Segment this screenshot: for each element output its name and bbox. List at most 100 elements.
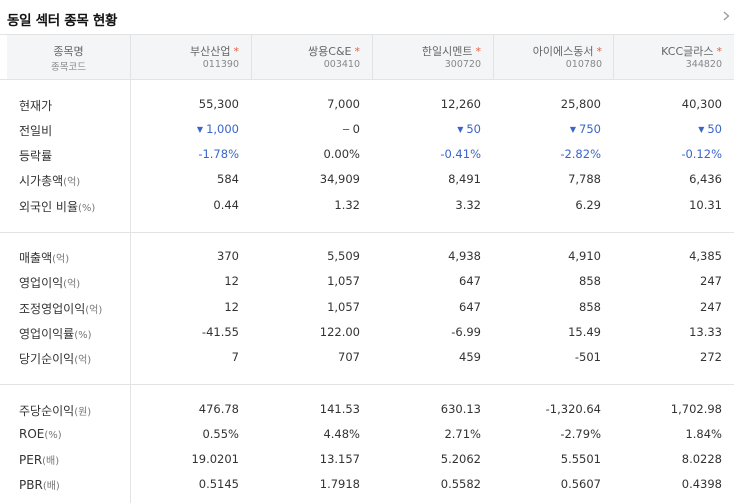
header-stock-4[interactable]: KCC글라스 * 344820 (614, 35, 734, 79)
triangle-down-icon: ▼ (569, 125, 577, 134)
star-icon[interactable]: * (233, 45, 240, 58)
header-label-cell: 종목명 종목코드 (7, 35, 130, 79)
table-row-op-margin: 영업이익률(%) -41.55 122.00 -6.99 15.49 13.33 (0, 321, 734, 346)
cell-value: 4,385 (689, 249, 722, 263)
cell-value: ▼ 50 (698, 122, 722, 136)
cell-value: 476.78 (198, 402, 239, 416)
star-icon[interactable]: * (475, 45, 482, 58)
stock-name[interactable]: KCC글라스 (661, 45, 714, 58)
table-row-pbr: PBR(배) 0.5145 1.7918 0.5582 0.5607 0.439… (0, 473, 734, 498)
cell-value: 0.00% (323, 147, 360, 161)
cell-value: 1.7918 (319, 477, 360, 491)
table-row-rate: 등락률 -1.78% 0.00% -0.41% -2.82% -0.12% (0, 143, 734, 168)
cell-value: 7,788 (568, 172, 601, 186)
divider (0, 384, 734, 385)
cell-value: 1,057 (327, 300, 360, 314)
cell-value: 7 (231, 350, 239, 364)
table-row-op: 영업이익(억) 12 1,057 647 858 247 (0, 270, 734, 295)
table-row-change: 전일비 ▼ 1,000 ‒ 0 ▼ 50 ▼ 750 ▼ 50 (0, 118, 734, 143)
cell-value: 370 (217, 249, 239, 263)
row-label: 외국인 비율(%) (19, 200, 96, 214)
chevron-right-icon[interactable] (719, 9, 733, 23)
table-row-eps: 주당순이익(원) 476.78 141.53 630.13 -1,320.64 … (0, 398, 734, 423)
panel-title: 동일 섹터 종목 현황 (7, 13, 118, 29)
cell-value: -1.78% (198, 147, 239, 161)
cell-value: ‒ 0 (342, 122, 360, 136)
cell-value: ▼ 750 (569, 122, 601, 136)
cell-value: -2.82% (560, 147, 601, 161)
header-stock-3[interactable]: 아이에스동서 * 010780 (494, 35, 614, 79)
row-label: 영업이익(억) (19, 276, 81, 290)
header-stock-0[interactable]: 부산산업 * 011390 (131, 35, 251, 79)
stock-code: 010780 (565, 59, 602, 70)
cell-value: 584 (217, 172, 239, 186)
table-row-mcap: 시가총액(억) 584 34,909 8,491 7,788 6,436 (0, 168, 734, 193)
cell-value: 12,260 (440, 97, 481, 111)
divider (251, 35, 252, 79)
star-icon[interactable]: * (596, 45, 603, 58)
cell-value: ▼ 1,000 (196, 122, 239, 136)
cell-value: 2.71% (444, 427, 481, 441)
table-row-adj-op: 조정영업이익(억) 12 1,057 647 858 247 (0, 296, 734, 321)
cell-value: 12 (224, 274, 239, 288)
cell-value: 247 (700, 274, 722, 288)
cell-value: 12 (224, 300, 239, 314)
header-stock-1[interactable]: 쌍용C&E * 003410 (252, 35, 372, 79)
cell-value: 13.33 (689, 325, 722, 339)
row-label: 등락률 (19, 149, 53, 163)
divider (0, 34, 734, 35)
table-row-net: 당기순이익(억) 7 707 459 -501 272 (0, 346, 734, 371)
row-label: ROE(%) (19, 427, 62, 441)
cell-value: 13.157 (319, 452, 360, 466)
divider (493, 35, 494, 79)
stock-name[interactable]: 한일시멘트 (421, 45, 473, 58)
cell-value: 5.2062 (440, 452, 481, 466)
row-label: 시가총액(억) (19, 174, 81, 188)
stock-name[interactable]: 쌍용C&E (308, 45, 352, 58)
cell-value: 1.84% (685, 427, 722, 441)
stock-code: 344820 (685, 59, 722, 70)
divider (613, 35, 614, 79)
table-row-per: PER(배) 19.0201 13.157 5.2062 5.5501 8.02… (0, 448, 734, 473)
divider (0, 79, 734, 80)
stock-name[interactable]: 부산산업 (190, 45, 231, 58)
row-label: PER(배) (19, 453, 60, 467)
cell-value: 0.5582 (440, 477, 481, 491)
stock-code: 011390 (202, 59, 239, 70)
star-icon[interactable]: * (354, 45, 361, 58)
row-label: 영업이익률(%) (19, 327, 92, 341)
cell-value: 19.0201 (191, 452, 239, 466)
header-stock-2[interactable]: 한일시멘트 * 300720 (373, 35, 493, 79)
cell-value: 0.5607 (560, 477, 601, 491)
cell-value: 8.0228 (681, 452, 722, 466)
cell-value: 4,938 (448, 249, 481, 263)
cell-value: 4,910 (568, 249, 601, 263)
row-label: 현재가 (19, 99, 53, 113)
cell-value: -41.55 (201, 325, 239, 339)
row-label: PBR(배) (19, 478, 60, 492)
cell-value: -6.99 (451, 325, 481, 339)
cell-value: 5.5501 (560, 452, 601, 466)
cell-value: 858 (579, 300, 601, 314)
table-row-sales: 매출액(억) 370 5,509 4,938 4,910 4,385 (0, 245, 734, 270)
cell-value: 25,800 (560, 97, 601, 111)
flat-dash-icon: ‒ (342, 122, 350, 136)
cell-value: 55,300 (198, 97, 239, 111)
cell-value: 630.13 (440, 402, 481, 416)
stock-code: 300720 (444, 59, 481, 70)
table-row-price: 현재가 55,300 7,000 12,260 25,800 40,300 (0, 93, 734, 118)
cell-value: 858 (579, 274, 601, 288)
cell-value: 0.4398 (681, 477, 722, 491)
row-label: 주당순이익(원) (19, 404, 92, 418)
cell-value: 10.31 (689, 198, 722, 212)
triangle-down-icon: ▼ (457, 125, 464, 134)
row-label: 조정영업이익(억) (19, 302, 103, 316)
divider (372, 35, 373, 79)
star-icon[interactable]: * (716, 45, 723, 58)
cell-value: 0.55% (202, 427, 239, 441)
stock-name[interactable]: 아이에스동서 (532, 45, 594, 58)
row-label: 전일비 (19, 124, 53, 138)
cell-value: 0.44 (213, 198, 239, 212)
cell-value: 15.49 (568, 325, 601, 339)
cell-value: 6,436 (689, 172, 722, 186)
